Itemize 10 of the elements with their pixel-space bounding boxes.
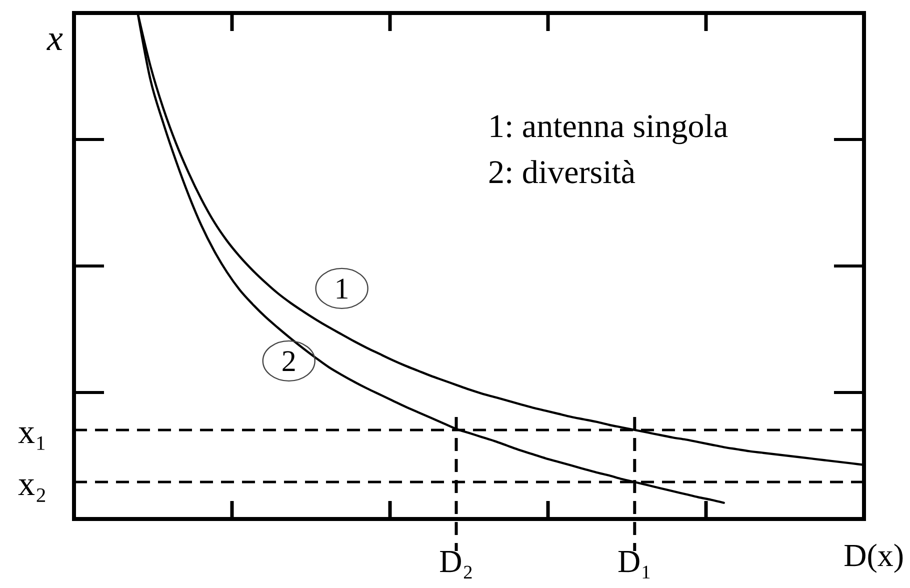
annotation: 1: antenna singola <box>488 109 728 145</box>
ref-line-label: x₁ <box>18 414 47 451</box>
x-axis-title: D(x) <box>844 537 904 573</box>
series-label: 1 <box>334 272 350 306</box>
annotation: 2: diversità <box>488 155 636 191</box>
ref-line-label: x₂ <box>18 466 47 504</box>
series-label: 2 <box>281 344 296 378</box>
y-axis-title: x <box>46 18 64 58</box>
x-tick-label: D₂ <box>439 543 474 579</box>
x-tick-label: D₁ <box>618 543 652 579</box>
